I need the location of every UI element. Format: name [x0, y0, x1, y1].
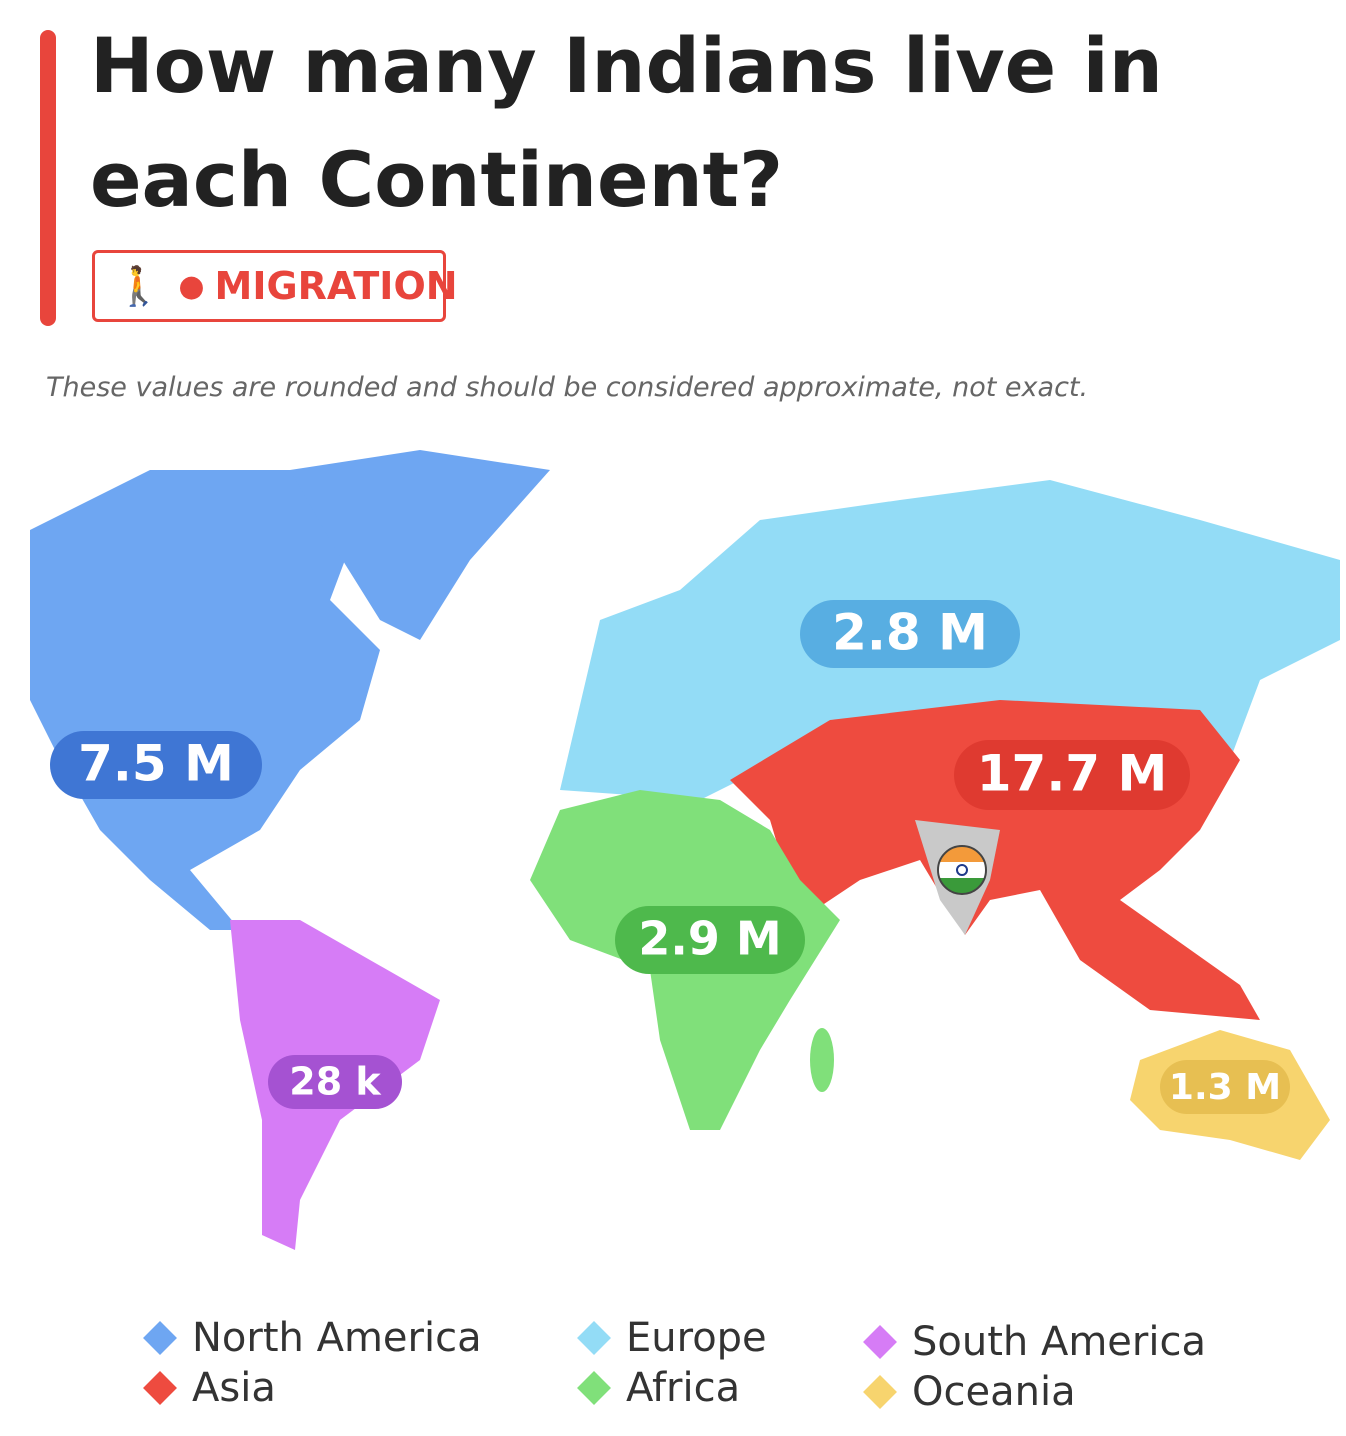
india-flag	[937, 845, 987, 895]
tag: 🚶 ● MIGRATION	[92, 250, 458, 322]
legend-marker	[577, 1371, 611, 1405]
tag-text: MIGRATION	[214, 264, 458, 308]
legend-marker	[863, 1375, 897, 1409]
value-pill	[1160, 1060, 1290, 1114]
value-label: 2.8 M	[832, 604, 988, 662]
value-label: 2.9 M	[638, 912, 781, 966]
continent	[30, 470, 380, 930]
value-pill	[954, 740, 1190, 810]
legend-label: South America	[912, 1319, 1206, 1365]
continent	[810, 1028, 834, 1092]
legend-label: North America	[192, 1315, 482, 1361]
accent-bar	[40, 30, 56, 326]
title-line: each Continent?	[90, 135, 784, 224]
value-label: 1.3 M	[1169, 1067, 1281, 1108]
legend-label: Africa	[626, 1365, 740, 1411]
legend-marker	[577, 1321, 611, 1355]
note: These values are rounded and should be c…	[46, 372, 1089, 403]
value-pill	[800, 600, 1020, 668]
value-pill	[50, 731, 262, 799]
title-line: How many Indians live in	[90, 21, 1163, 110]
value-label: 7.5 M	[78, 735, 234, 793]
legend-marker	[143, 1371, 177, 1405]
legend-marker	[863, 1325, 897, 1359]
tag-icon: 🚶	[115, 263, 163, 308]
value-label: 28 k	[289, 1060, 381, 1104]
legend-label: Asia	[192, 1365, 276, 1411]
legend-label: Oceania	[912, 1369, 1076, 1415]
tag-dot: ●	[178, 268, 205, 304]
continent	[290, 450, 550, 640]
value-pill	[615, 906, 805, 974]
value-label: 17.7 M	[977, 745, 1168, 803]
value-pill	[268, 1055, 402, 1109]
legend-marker	[143, 1321, 177, 1355]
legend-label: Europe	[626, 1315, 767, 1361]
